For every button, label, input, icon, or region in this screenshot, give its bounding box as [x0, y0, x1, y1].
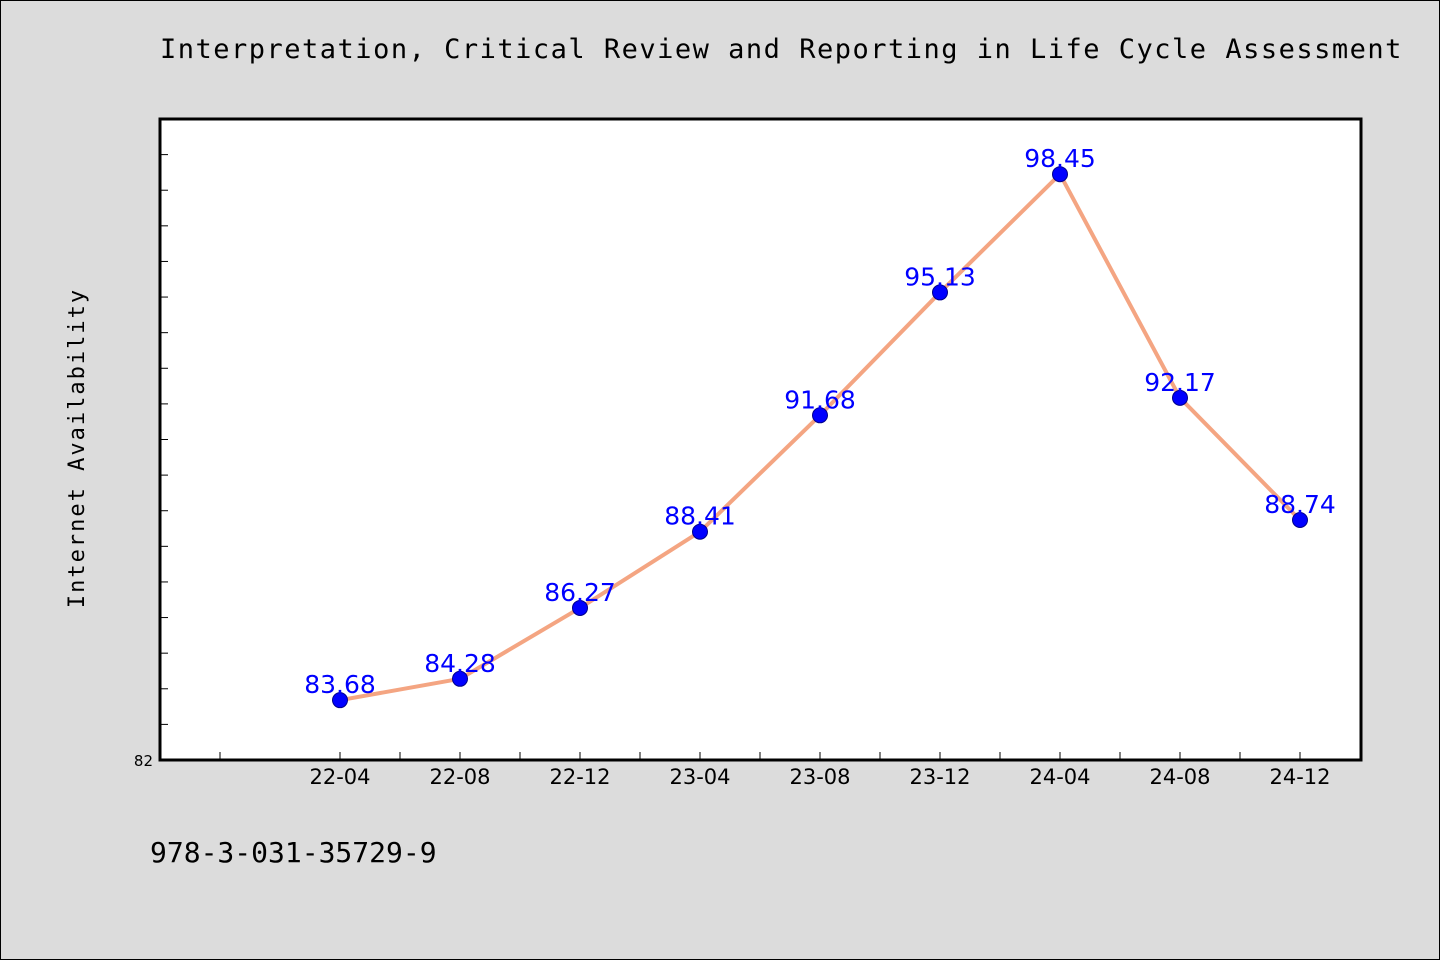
data-label: 88.41	[664, 502, 736, 531]
data-label: 92.17	[1144, 368, 1216, 397]
data-label: 83.68	[304, 670, 376, 699]
chart-title: Interpretation, Critical Review and Repo…	[160, 34, 1403, 65]
x-tick-label: 22-04	[309, 765, 370, 789]
series-layer: 83.68 84.28 86.27 88.41 91.68 95.13 98.45 92.17…	[304, 144, 1336, 709]
data-point	[452, 670, 468, 687]
x-tick-label: 22-08	[429, 765, 490, 789]
x-tick-label: 23-12	[909, 765, 970, 789]
x-tick-label: 24-12	[1269, 765, 1330, 789]
y-axis-ticks	[160, 154, 168, 725]
x-tick-label: 23-08	[789, 765, 850, 789]
data-label: 98.45	[1024, 144, 1096, 173]
data-point	[1172, 389, 1188, 406]
data-label: 88.74	[1264, 490, 1336, 519]
plot-area	[158, 117, 1363, 762]
data-point	[332, 692, 348, 709]
data-label: 84.28	[424, 649, 496, 678]
data-point	[1052, 166, 1068, 183]
isbn-footer: 978-3-031-35729-9	[150, 836, 437, 869]
data-point	[1292, 511, 1308, 528]
x-tick-label: 23-04	[669, 765, 730, 789]
data-label: 86.27	[544, 578, 616, 607]
x-axis-ticks: 22-04 22-08 22-12 23-04 23-08 23-12 24-04 24-08…	[219, 752, 1331, 789]
data-point	[932, 284, 948, 301]
x-tick-label: 22-12	[549, 765, 610, 789]
y-axis-label: Internet Availability	[65, 288, 90, 608]
data-label: 91.68	[784, 385, 856, 414]
data-point	[812, 407, 828, 424]
y-tick-label: 82	[134, 752, 153, 770]
x-tick-label: 24-08	[1149, 765, 1210, 789]
data-point	[692, 523, 708, 540]
x-tick-label: 24-04	[1029, 765, 1090, 789]
data-point	[572, 599, 588, 616]
data-label: 95.13	[904, 262, 976, 291]
